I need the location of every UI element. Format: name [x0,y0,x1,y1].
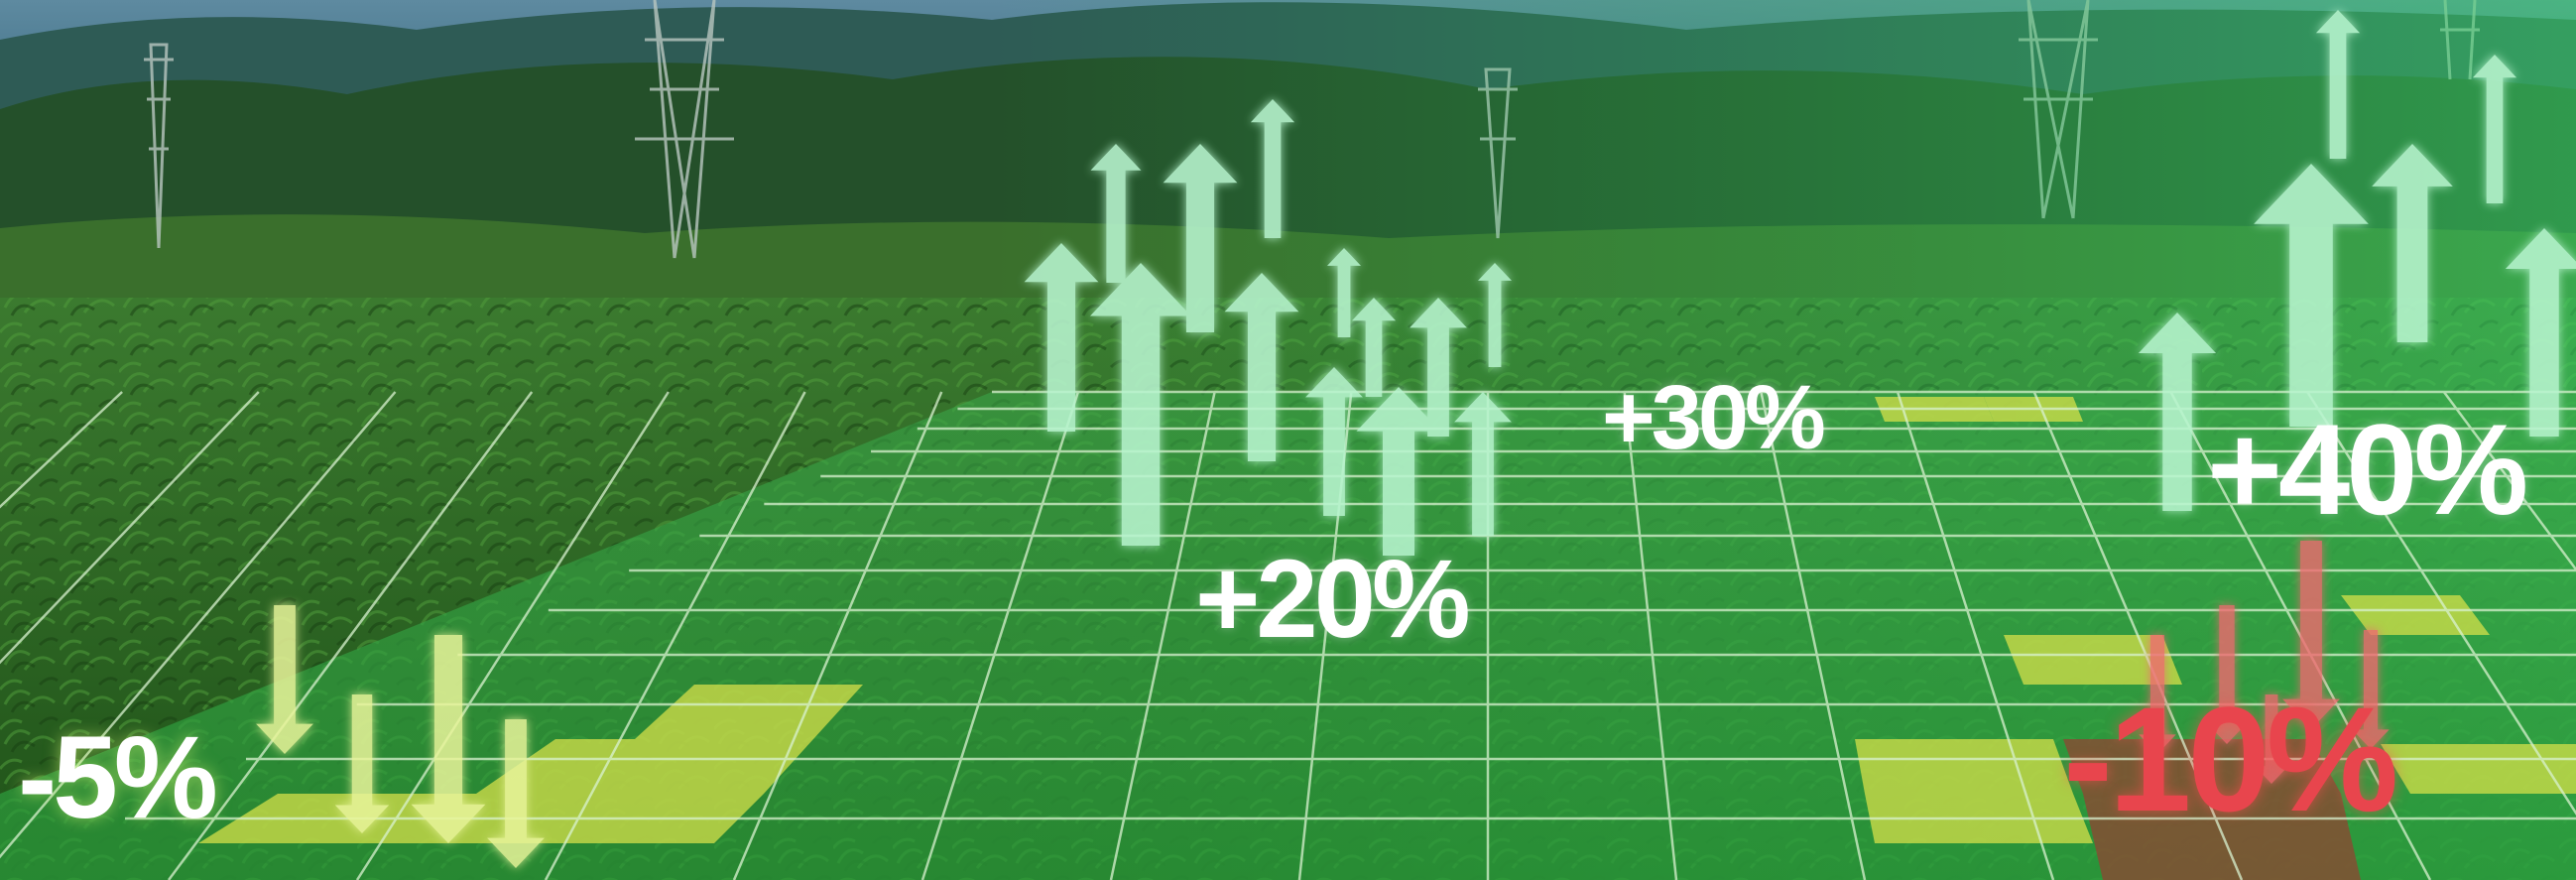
up-arrow-icon [1356,387,1441,556]
down-arrow-icon [256,605,313,754]
grid-column-line [2442,391,2576,572]
up-arrow-icon [2138,313,2217,511]
up-arrow-icon [2505,228,2576,437]
grid-column-line [2032,391,2244,880]
up-arrow-icon [2315,10,2361,159]
label-minus-10: -10% [2063,676,2398,842]
grid-column-line [0,391,123,509]
down-arrow-icon [334,694,390,833]
label-plus-20: +20% [1195,537,1471,661]
label-plus-30: +30% [1602,367,1826,468]
grid-column-line [544,391,806,880]
grid-column-line [1623,391,1678,880]
down-arrow-icon [2352,630,2390,749]
grid-column-line [732,391,943,880]
grid-column-line [1109,391,1216,880]
down-arrow-icon [487,719,545,868]
down-arrow-icon [411,635,486,843]
up-arrow-icon [1024,243,1099,432]
up-arrow-icon [1163,144,1238,332]
down-arrow-icon [2139,635,2176,754]
down-arrow-icon [2282,541,2340,729]
up-arrow-icon [1224,273,1299,461]
up-arrow-icon [1090,144,1142,283]
decline-arrows-red [2139,541,2390,784]
up-arrow-icon [2372,144,2453,342]
decline-arrows-yellow [256,605,545,868]
down-arrow-icon [2255,694,2288,784]
up-arrow-icon [1305,367,1363,516]
up-arrow-icon [1250,99,1295,238]
grid-column-line [0,391,260,665]
grid-column-line [920,391,1080,880]
up-arrow-icon [1454,392,1512,536]
up-arrow-icon [2472,55,2517,203]
grid-column-line [2306,391,2576,816]
grid-column-line [0,391,397,859]
grid-column-line [355,391,670,880]
up-arrow-icon [1351,298,1397,397]
up-arrow-icon [1410,298,1467,437]
down-arrow-icon [2206,605,2248,744]
label-minus-5: -5% [18,712,218,843]
grid-column-line [1896,391,2055,880]
up-arrow-icon [1090,263,1191,546]
up-arrow-icon [1478,263,1512,367]
grid-column-line [1760,391,1867,880]
up-arrow-icon [1327,248,1361,337]
up-arrow-icon [2254,164,2369,427]
label-plus-40: +40% [2207,397,2528,542]
grid-column-line [167,391,534,880]
growth-arrows [1024,10,2576,556]
